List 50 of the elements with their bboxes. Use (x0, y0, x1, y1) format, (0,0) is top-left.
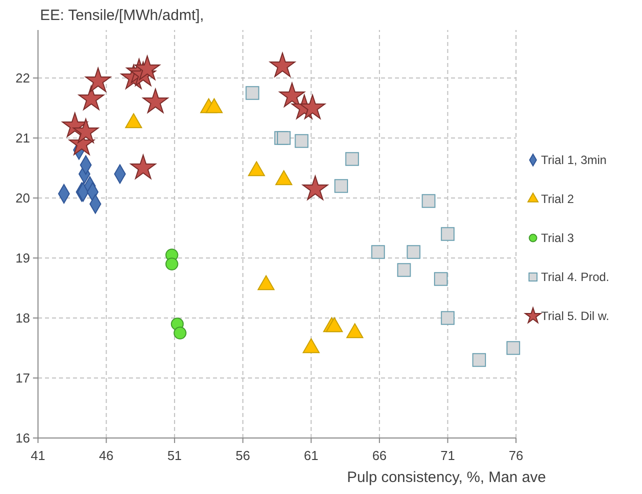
y-tick-label: 17 (16, 370, 30, 386)
x-axis-title: Pulp consistency, %, Man ave (347, 469, 546, 486)
point (125, 113, 142, 128)
y-axis-title: EE: Tensile/[MWh/admt], (40, 7, 204, 24)
point (130, 154, 156, 180)
point (294, 134, 308, 148)
point (300, 94, 326, 120)
x-tick-label: 71 (440, 448, 455, 463)
point (270, 52, 296, 78)
x-tick-label: 66 (372, 448, 387, 463)
point (279, 82, 305, 108)
point (246, 86, 260, 100)
y-tick-label: 19 (16, 250, 30, 266)
point (174, 326, 186, 340)
x-tick-label: 46 (99, 448, 114, 463)
point (134, 55, 160, 80)
point (277, 131, 291, 145)
point (334, 179, 348, 193)
x-tick-label: 41 (30, 448, 46, 463)
point (406, 245, 420, 259)
point (72, 118, 99, 144)
point (302, 175, 328, 200)
point (422, 194, 436, 208)
y-tick-label: 20 (16, 190, 30, 206)
x-tick-label: 51 (167, 448, 182, 463)
point (440, 227, 455, 241)
point (434, 272, 448, 286)
x-tick-label: 56 (236, 448, 250, 463)
point (85, 67, 111, 92)
point (345, 152, 359, 166)
point (206, 98, 223, 114)
legend-label: Trial 2 (541, 192, 574, 206)
point (142, 88, 168, 114)
point (78, 85, 104, 110)
point (472, 353, 486, 367)
legend-label: Trial 3 (541, 231, 574, 246)
point (165, 258, 178, 270)
y-tick-label: 22 (16, 70, 30, 86)
x-tick-label: 61 (304, 448, 318, 463)
y-tick-label: 16 (16, 430, 30, 446)
point (440, 311, 455, 325)
legend-label: Trial 5. Dil w. (541, 309, 610, 324)
x-tick-label: 76 (508, 448, 524, 463)
legend-label: Trial 1, 3min (541, 153, 607, 168)
point (371, 245, 385, 259)
point (397, 263, 411, 277)
point (506, 341, 520, 355)
y-tick-label: 21 (16, 130, 30, 146)
y-tick-label: 18 (16, 310, 30, 326)
legend-label: Trial 4. Prod. (541, 270, 610, 284)
